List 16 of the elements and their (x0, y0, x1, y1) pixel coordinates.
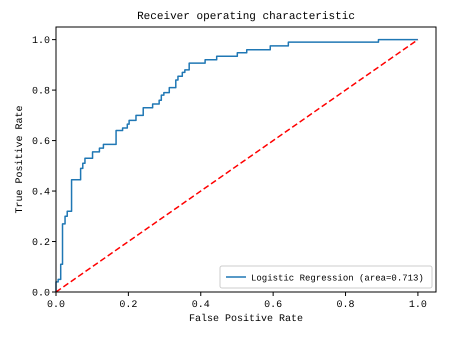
legend-label: Logistic Regression (area=0.713) (251, 274, 424, 284)
x-tick-label: 0.0 (46, 300, 66, 311)
x-tick-label: 0.2 (119, 300, 138, 311)
x-tick-label: 1.0 (408, 300, 427, 311)
y-tick-label: 0.6 (32, 137, 50, 148)
y-tick-label: 0.0 (32, 288, 50, 300)
x-tick-label: 0.8 (336, 300, 355, 311)
y-tick-label: 1.0 (32, 36, 50, 48)
y-tick-label: 0.2 (32, 238, 50, 250)
y-tick-label: 0.4 (32, 188, 50, 199)
chart-title: Receiver operating characteristic (137, 11, 355, 23)
y-axis-title: True Positive Rate (14, 105, 26, 214)
x-tick-label: 0.6 (264, 300, 282, 311)
x-axis-title: False Positive Rate (188, 313, 304, 325)
y-tick-label: 0.8 (32, 86, 50, 98)
x-tick-label: 0.4 (192, 300, 210, 311)
